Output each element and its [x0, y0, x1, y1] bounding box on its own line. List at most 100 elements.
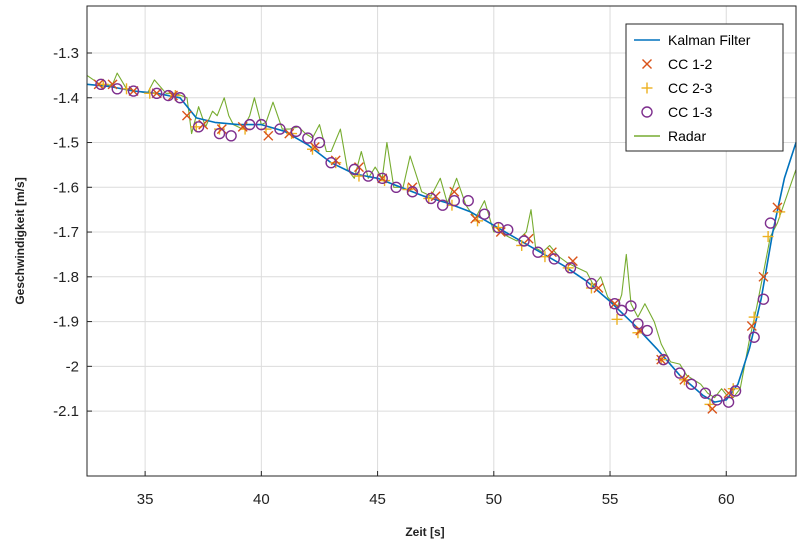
marker-stroke [470, 213, 481, 224]
data-point-cc-1-3 [244, 118, 256, 131]
data-point-cc-1-2 [723, 388, 734, 399]
data-point-cc-1-3 [674, 367, 686, 379]
data-point-cc-1-2 [107, 79, 118, 90]
data-point-cc-1-2 [284, 128, 295, 139]
data-point-cc-1-3 [462, 195, 474, 207]
data-point-cc-1-3 [290, 125, 302, 138]
marker-stroke [723, 388, 734, 399]
y-tick-label: -1.4 [53, 90, 79, 107]
data-point-cc-1-3 [313, 136, 326, 149]
data-point-cc-1-2 [546, 247, 557, 258]
data-point-cc-1-3 [608, 297, 621, 310]
data-point-cc-1-2 [470, 213, 481, 224]
data-point-cc-1-2 [309, 142, 320, 152]
legend-label-kalman-filter: Kalman Filter [668, 32, 751, 48]
marker-stroke [746, 321, 757, 332]
x-tick-label: 50 [485, 491, 502, 508]
x-tick-label: 35 [137, 491, 154, 508]
marker-stroke [707, 403, 718, 414]
marker-stroke [656, 354, 667, 365]
x-tick-label: 40 [253, 491, 270, 508]
series-markers-cc-1-3 [95, 78, 777, 408]
marker-stroke [772, 202, 783, 213]
data-point-cc-1-3 [625, 300, 637, 312]
data-point-cc-1-3 [478, 208, 491, 220]
data-point-cc-1-2 [377, 173, 388, 184]
legend-label-cc-2-3: CC 2-3 [668, 80, 713, 96]
data-point-cc-1-3 [213, 127, 226, 140]
data-point-cc-1-2 [746, 321, 757, 332]
data-point-cc-1-3 [564, 262, 577, 274]
marker-stroke [449, 186, 460, 197]
marker-stroke [679, 374, 690, 385]
data-point-cc-1-3 [390, 181, 402, 193]
data-point-cc-1-3 [376, 172, 388, 185]
marker-stroke [93, 79, 104, 90]
marker-stroke [567, 256, 578, 267]
x-tick-label: 60 [718, 491, 735, 508]
x-tick-label: 55 [602, 491, 619, 508]
data-point-cc-1-3 [729, 385, 742, 397]
marker-stroke [642, 59, 652, 69]
legend-label-radar: Radar [668, 128, 706, 144]
series-layer [86, 72, 797, 414]
marker-stroke [377, 173, 388, 184]
data-point-cc-1-3 [174, 92, 186, 104]
marker-stroke [107, 79, 118, 90]
data-point-cc-1-3 [748, 331, 760, 343]
y-tick-label: -1.9 [53, 314, 79, 331]
data-point-cc-1-2 [707, 403, 718, 414]
data-point-cc-1-2 [237, 121, 248, 132]
data-point-cc-1-2 [93, 79, 104, 90]
data-point-cc-1-3 [518, 235, 530, 247]
legend-swatch-cc-2-3 [641, 82, 653, 94]
data-point-cc-1-3 [615, 304, 628, 317]
data-point-cc-1-3 [764, 217, 777, 229]
data-point-cc-1-3 [274, 123, 286, 135]
data-point-cc-1-3 [585, 277, 598, 290]
data-point-cc-2-3 [748, 311, 760, 323]
data-point-cc-1-2 [567, 256, 578, 267]
data-point-cc-1-3 [685, 378, 698, 390]
y-tick-label: -1.3 [53, 45, 79, 62]
data-point-cc-1-2 [449, 186, 460, 197]
data-point-cc-1-3 [255, 118, 268, 131]
data-point-cc-1-2 [181, 110, 192, 121]
data-point-cc-2-3 [144, 87, 156, 99]
data-point-cc-1-3 [448, 195, 460, 207]
data-point-cc-2-3 [774, 206, 786, 218]
legend-item-cc-1-2: CC 1-2 [642, 56, 713, 72]
data-point-cc-1-3 [95, 78, 107, 91]
legend: Kalman Filter CC 1-2 CC 2-3 CC 1-3 Radar [625, 23, 784, 152]
data-point-cc-1-2 [772, 202, 783, 213]
marker-stroke [758, 271, 769, 282]
marker-stroke [546, 247, 557, 258]
data-point-cc-1-3 [192, 121, 205, 133]
tick-labels: 35 40 45 50 55 60 -1.3 -1.4 -1.5 -1.6 -1.7 -1.8 -1.9… [53, 45, 734, 508]
y-axis-label: Geschwindigkeit [m/s] [13, 177, 27, 304]
y-tick-label: -2.1 [53, 403, 79, 420]
y-tick-label: -1.7 [53, 224, 79, 241]
data-point-cc-1-2 [151, 88, 162, 99]
marker-stroke [237, 121, 248, 132]
data-point-cc-1-2 [758, 271, 769, 282]
data-point-cc-1-3 [151, 87, 163, 99]
x-axis-label: Zeit [s] [405, 525, 444, 539]
data-point-cc-1-3 [225, 130, 237, 142]
y-tick-label: -2 [66, 358, 79, 375]
data-point-cc-1-3 [548, 253, 560, 265]
data-point-cc-1-2 [128, 86, 139, 97]
x-tick-label: 45 [369, 491, 386, 508]
data-point-cc-1-3 [699, 387, 712, 399]
marker-stroke [309, 142, 320, 152]
data-point-cc-1-3 [757, 293, 770, 305]
marker-stroke [151, 88, 162, 99]
marker-stroke [181, 110, 192, 121]
legend-item-cc-1-3: CC 1-3 [641, 104, 713, 120]
data-point-cc-1-2 [679, 374, 690, 385]
data-point-cc-1-3 [127, 85, 140, 97]
data-point-cc-1-3 [162, 89, 175, 102]
data-point-cc-1-3 [302, 132, 314, 144]
data-point-cc-2-3 [727, 383, 739, 395]
legend-swatch-cc-1-3 [641, 106, 653, 118]
